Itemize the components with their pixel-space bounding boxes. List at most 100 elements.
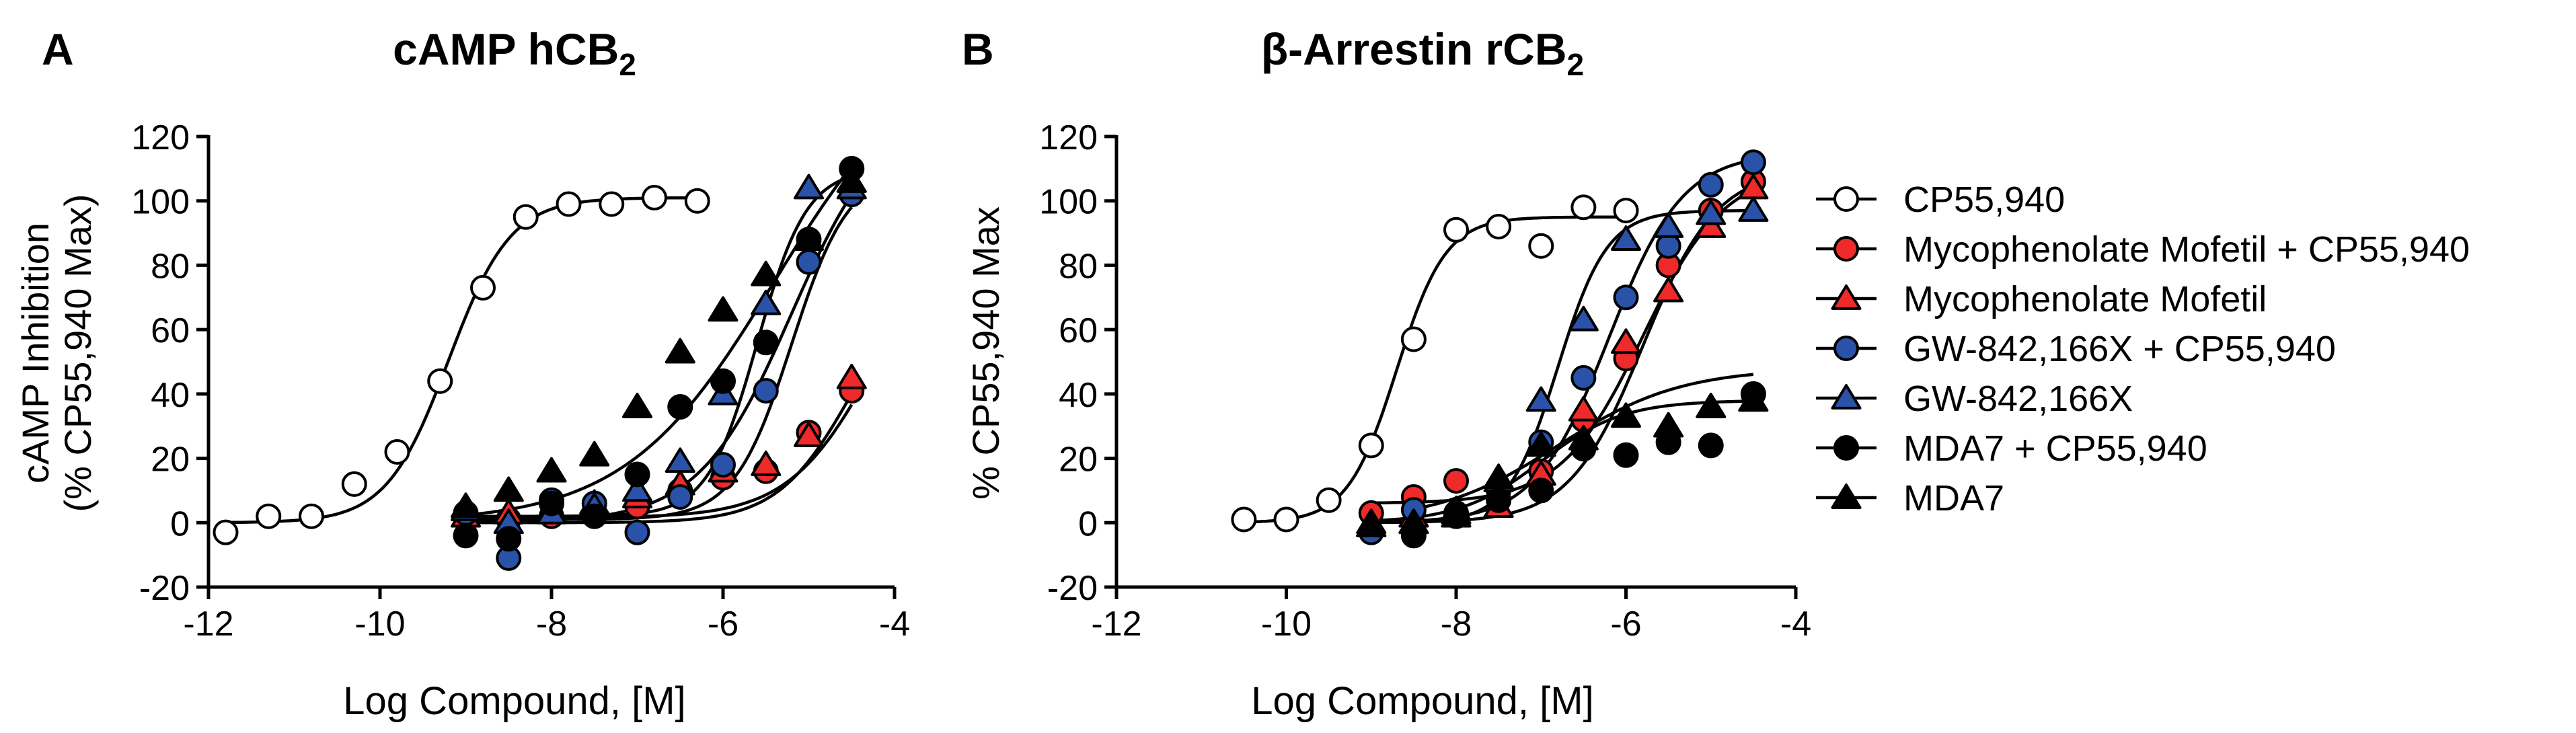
panel-b-series-1-point: [1613, 198, 1639, 224]
panel-a-series-3-point: [751, 451, 782, 476]
legend-marker: [1833, 186, 1859, 212]
panel-a-series-6-point: [624, 461, 650, 488]
panel-b-series-6-point: [1698, 432, 1724, 459]
panel-a-y-tick-label: 60: [151, 311, 190, 350]
panel-b-curve-4: [1371, 158, 1754, 524]
panel-b-series-4-point: [1698, 171, 1724, 198]
panel-a-series-6-point: [581, 503, 607, 529]
panel-b-series-7-point: [1610, 402, 1642, 428]
panel-a-x-tick-label: -12: [183, 605, 233, 644]
panel-a-series-7-point: [450, 492, 482, 518]
panel-b-y-tick-label: -20: [1047, 569, 1098, 608]
panel-a-series-5-point: [621, 476, 653, 502]
panel-b-series-3-point: [1653, 276, 1684, 303]
panel-b-series-5-point: [1738, 196, 1769, 222]
panel-b-series-1-point: [1443, 217, 1469, 243]
panel-b-series-1-point: [1316, 487, 1342, 513]
panel-b-x-tick-label: -8: [1441, 605, 1472, 644]
panel-a-curve-2: [465, 393, 854, 525]
panel-b-y-tick-label: 80: [1059, 247, 1098, 286]
panel-a-series-7-point: [665, 338, 695, 364]
panel-a-series-4-point: [796, 249, 822, 275]
panel-b-y-tick-label: 100: [1039, 183, 1098, 222]
panel-a-y-tick-label: 120: [131, 118, 190, 157]
panel-b-title: β-Arrestin rCB2: [1261, 24, 1584, 82]
panel-a-y-tick-label: -20: [139, 569, 190, 608]
panel-a-series-1-point: [213, 519, 239, 545]
panel-b-series-1-point: [1528, 233, 1554, 259]
legend-label: GW-842,166X: [1903, 379, 2133, 419]
panel-b-xlabel: Log Compound, [M]: [1251, 679, 1593, 723]
legend-label: Mycophenolate Mofetil + CP55,940: [1903, 229, 2470, 270]
panel-a-series-4-point: [753, 378, 779, 404]
panel-a-series-7-point: [708, 296, 738, 322]
panel-a-series-1-point: [384, 439, 410, 465]
panel-a-y-tick-label: 20: [151, 440, 190, 479]
panel-a-series-7-point: [493, 476, 524, 502]
legend-marker: [1833, 236, 1859, 262]
panel-a-series-7-point: [836, 167, 867, 193]
panel-b-series-1-point: [1273, 506, 1299, 533]
legend-marker: [1831, 284, 1862, 310]
panel-a-series-4-point: [624, 519, 650, 545]
panel-a-x-tick-label: -4: [879, 605, 910, 644]
panel-a-series-7-point: [751, 260, 782, 286]
panel-b-x-tick-label: -10: [1261, 605, 1312, 644]
panel-b-curve-7: [1371, 399, 1753, 523]
panel-b-series-1-point: [1486, 214, 1512, 239]
panel-a-y-tick-label: 40: [151, 376, 190, 415]
panel-a-y-tick-label: 100: [131, 183, 190, 222]
panel-b-series-1-point: [1400, 326, 1427, 352]
panel-b-y-tick-label: 20: [1059, 440, 1098, 479]
legend-label: Mycophenolate Mofetil: [1903, 279, 2267, 319]
legend: CP55,940 Mycophenolate Mofetil + CP55,940…: [1816, 180, 2470, 518]
panel-b-series-7-point: [1525, 431, 1556, 457]
legend-label: MDA7 + CP55,940: [1903, 428, 2207, 469]
panel-a-title: cAMP hCB2: [393, 24, 636, 82]
panel-b-series-7-point: [1696, 393, 1727, 418]
panel-a-series-1-point: [299, 503, 324, 529]
panel-a-series-5-point: [793, 173, 825, 200]
panel-a-series-4-point: [710, 452, 736, 478]
panel-b-series-6-point: [1486, 487, 1512, 513]
panel-a-series-3-point: [793, 422, 825, 447]
panel-b-series-4-point: [1740, 149, 1766, 176]
panel-a-curve-4: [465, 206, 854, 521]
panel-b-x-tick-label: -6: [1610, 605, 1641, 644]
panel-b-y-tick-label: 120: [1039, 118, 1098, 157]
panel-b-letter: B: [962, 24, 994, 74]
legend-marker: [1833, 336, 1859, 361]
panel-a-curve-6: [465, 194, 854, 524]
panel-b-series-1-point: [1358, 432, 1384, 459]
panel-a-series-4-point: [667, 484, 693, 510]
panel-b-series-3-point: [1610, 328, 1642, 354]
panel-b-series-7-point: [1398, 508, 1429, 535]
panel-a-curve-7: [465, 165, 854, 517]
panel-b-series-5-point: [1610, 225, 1642, 251]
legend-label: MDA7: [1903, 478, 2004, 518]
panel-b-series-1-point: [1231, 506, 1257, 533]
panel-b-series-7-point: [1738, 386, 1769, 412]
panel-a-series-1-point: [513, 204, 539, 230]
panel-b-series-2-point: [1443, 468, 1469, 494]
panel-a-series-6-point: [667, 394, 693, 420]
panel-b-curve-1: [1244, 215, 1626, 524]
panel-a-curve-5: [465, 175, 852, 518]
panel-a-series-1-point: [556, 191, 582, 217]
panel-b-series-7-point: [1568, 424, 1599, 451]
panel-b-y-tick-label: 60: [1059, 311, 1098, 350]
panel-b-series-4-point: [1613, 284, 1639, 311]
panel-a-ylabel-line1: cAMP Inhibition: [14, 223, 56, 484]
legend-marker: [1831, 484, 1862, 509]
panel-b-series-7-point: [1356, 512, 1387, 537]
panel-b-series-5-point: [1696, 199, 1727, 225]
panel-b-series-5-point: [1653, 213, 1684, 238]
panel-a-title-main: cAMP hCB: [393, 24, 619, 74]
panel-b-y-tick-label: 40: [1059, 376, 1098, 415]
legend-marker: [1831, 384, 1862, 410]
legend-label: CP55,940: [1903, 180, 2065, 220]
panel-a-series-6-point: [539, 490, 564, 516]
panel-a-series-5-point: [751, 289, 782, 315]
panel-a-series-1-point: [684, 188, 710, 214]
